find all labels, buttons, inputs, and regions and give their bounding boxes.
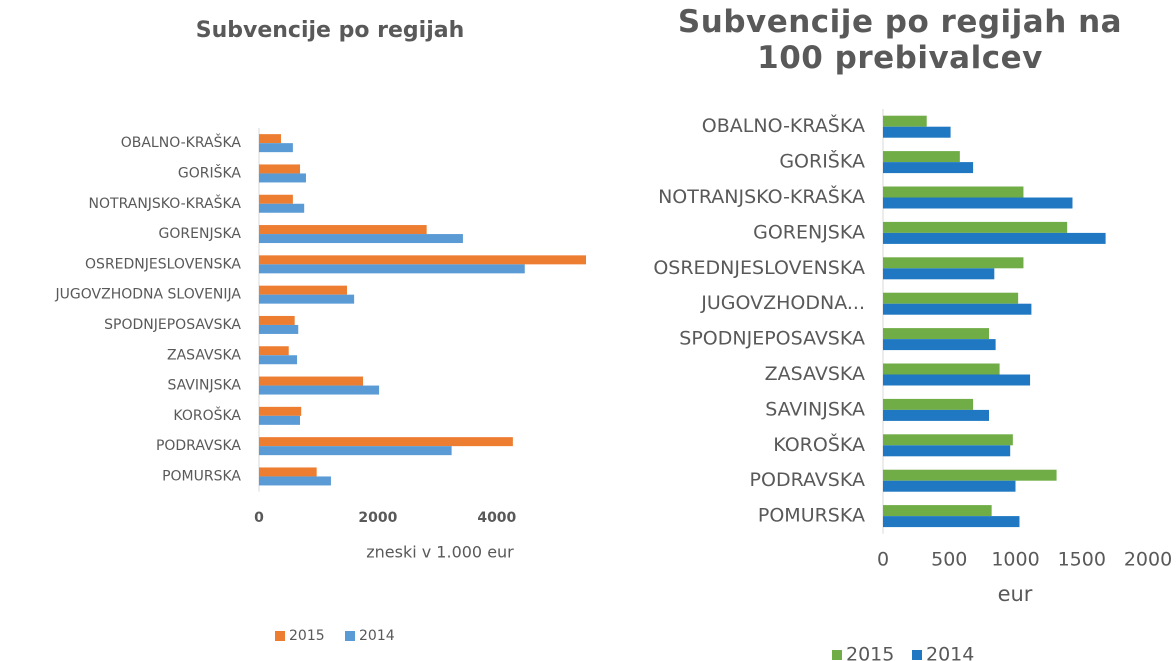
- x-axis-title: eur: [998, 582, 1033, 606]
- bar: [883, 197, 1073, 209]
- bar: [259, 385, 380, 395]
- y-tick-label: PODRAVSKA: [156, 438, 241, 454]
- bar: [883, 115, 927, 127]
- bar: [259, 143, 293, 153]
- y-tick-label: JUGOVZHODNA...: [700, 292, 865, 314]
- bar: [883, 516, 1020, 528]
- bar: [883, 303, 1032, 315]
- y-tick-label: GORENJSKA: [753, 221, 865, 243]
- y-tick-label: OSREDNJESLOVENSKA: [85, 256, 241, 272]
- bar: [259, 225, 427, 235]
- y-tick-label: GORIŠKA: [178, 163, 242, 181]
- bar: [259, 203, 305, 213]
- x-tick-label: 0: [877, 549, 889, 571]
- legend-label: 2014: [359, 628, 395, 644]
- bar: [259, 467, 317, 477]
- bar: [883, 232, 1106, 244]
- bar: [883, 328, 989, 340]
- y-tick-label: POMURSKA: [162, 468, 241, 484]
- y-tick-label: KOROŠKA: [173, 406, 241, 424]
- y-tick-label: SPODNJEPOSAVSKA: [104, 317, 241, 333]
- bar: [259, 173, 306, 183]
- bar: [883, 374, 1031, 386]
- legend-label: 2015: [846, 644, 894, 661]
- bar: [259, 346, 289, 356]
- bar: [883, 292, 1019, 304]
- bar: [883, 339, 996, 351]
- bar: [259, 294, 355, 304]
- legend-label: 2015: [289, 628, 325, 644]
- bar: [883, 257, 1024, 269]
- bar: [259, 164, 301, 174]
- bar: [259, 285, 347, 295]
- bar: [883, 126, 951, 138]
- bar: [883, 469, 1057, 481]
- y-tick-label: NOTRANJSKO-KRAŠKA: [89, 194, 242, 212]
- y-tick-label: KOROŠKA: [773, 432, 865, 456]
- y-tick-label: ZASAVSKA: [765, 363, 865, 385]
- bar: [259, 376, 364, 386]
- bar: [259, 324, 299, 334]
- legend-label: 2014: [926, 644, 974, 661]
- bar: [883, 398, 974, 410]
- bar: [259, 255, 586, 265]
- x-tick-label: 2000: [1124, 549, 1172, 571]
- x-axis-title: zneski v 1.000 eur: [366, 543, 514, 562]
- x-tick-label: 1000: [991, 549, 1039, 571]
- bar: [259, 134, 281, 144]
- x-tick-label: 4000: [477, 510, 516, 526]
- y-tick-label: OBALNO-KRAŠKA: [702, 113, 865, 137]
- bar: [883, 268, 995, 280]
- bar: [883, 363, 1000, 375]
- y-tick-label: GORENJSKA: [159, 226, 242, 242]
- y-tick-label: OSREDNJESLOVENSKA: [653, 257, 865, 279]
- bar: [259, 194, 293, 204]
- chart-title: Subvencije po regijah na 100 prebivalcev: [677, 4, 1123, 76]
- y-tick-label: GORIŠKA: [779, 149, 865, 173]
- y-tick-label: SAVINJSKA: [765, 398, 865, 420]
- y-tick-label: OBALNO-KRAŠKA: [121, 133, 242, 151]
- bar: [883, 445, 1011, 457]
- y-tick-label: NOTRANJSKO-KRAŠKA: [658, 184, 865, 208]
- legend-swatch: [832, 650, 842, 660]
- bar: [259, 264, 525, 274]
- bar: [259, 446, 452, 456]
- bar: [259, 234, 463, 244]
- chart-title: Subvencije po regijah: [195, 18, 465, 43]
- bar: [259, 437, 513, 447]
- y-tick-label: PODRAVSKA: [750, 469, 865, 491]
- x-tick-label: 2000: [358, 510, 397, 526]
- y-tick-label: ZASAVSKA: [167, 347, 241, 363]
- bar: [883, 480, 1016, 492]
- bar: [259, 415, 301, 425]
- bar: [259, 355, 298, 365]
- bar: [883, 409, 989, 421]
- bar: [883, 505, 992, 517]
- bar: [259, 476, 331, 486]
- bar: [883, 186, 1024, 198]
- y-tick-label: JUGOVZHODNA SLOVENIJA: [55, 287, 242, 303]
- bar: [883, 162, 974, 174]
- legend-swatch: [912, 650, 922, 660]
- bar: [883, 434, 1013, 446]
- y-tick-label: SPODNJEPOSAVSKA: [679, 328, 865, 350]
- x-tick-label: 0: [254, 510, 264, 526]
- legend-swatch: [275, 631, 285, 641]
- x-tick-label: 500: [931, 549, 967, 571]
- x-tick-label: 1500: [1058, 549, 1106, 571]
- y-tick-label: POMURSKA: [758, 505, 865, 527]
- y-tick-label: SAVINJSKA: [167, 378, 241, 394]
- bar: [259, 315, 295, 325]
- legend-swatch: [345, 631, 355, 641]
- bar: [883, 221, 1068, 233]
- bar: [259, 406, 302, 416]
- bar: [883, 151, 960, 163]
